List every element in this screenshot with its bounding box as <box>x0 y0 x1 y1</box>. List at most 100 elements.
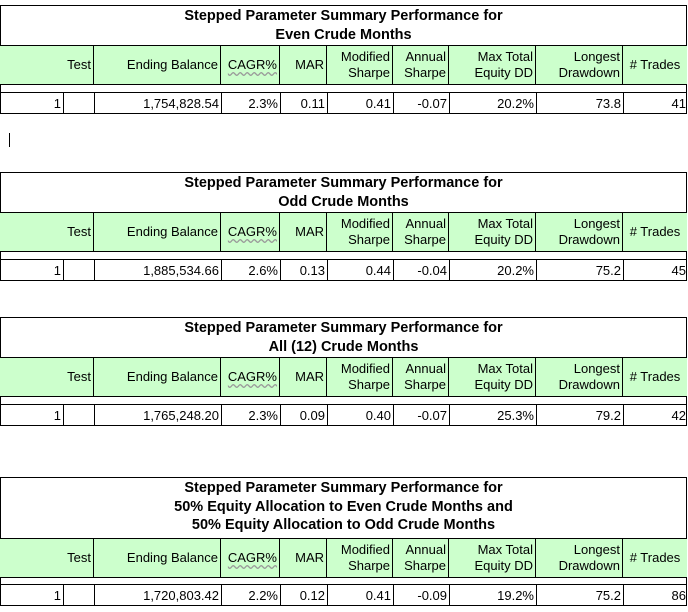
cell-modified-sharpe: 0.41 <box>327 93 393 113</box>
cell-max-dd: 25.3% <box>449 405 536 425</box>
table-1-spacer-right <box>686 85 687 92</box>
table-2-header-row: Test Ending Balance CAGR% MAR Modified Sh… <box>0 212 687 252</box>
header-mar: MAR <box>279 213 326 251</box>
table-4-title: Stepped Parameter Summary Performance fo… <box>0 479 687 535</box>
table-3-spacer-left <box>0 397 1 404</box>
header-trades: # Trades <box>622 539 687 577</box>
table-3-header-row: Test Ending Balance CAGR% MAR Modified Sh… <box>0 357 687 397</box>
table-2-title-line-1: Stepped Parameter Summary Performance fo… <box>184 175 503 191</box>
cell-trades: 86 <box>623 585 688 605</box>
header-test: Test <box>67 57 91 72</box>
table-1-data-row: 1 1,754,828.54 2.3% 0.11 0.41 -0.07 20.2… <box>0 92 687 114</box>
cell-mar: 0.13 <box>280 260 327 280</box>
header-annual-sharpe: Annual Sharpe <box>392 539 448 577</box>
cell-mar: 0.11 <box>280 93 327 113</box>
cell-annual-sharpe: -0.07 <box>393 93 449 113</box>
cell-trades: 41 <box>623 93 688 113</box>
header-mar: MAR <box>279 358 326 396</box>
header-cagr: CAGR% <box>220 46 279 84</box>
table-2-spacer-right <box>686 252 687 259</box>
header-modified-sharpe: Modified Sharpe <box>326 358 392 396</box>
table-1-header-row: Test Ending Balance CAGR% MAR Modified Sh… <box>0 45 687 85</box>
table-4-title-line-3: 50% Equity Allocation to Odd Crude Month… <box>191 517 496 533</box>
cell-mar: 0.09 <box>280 405 327 425</box>
header-test: Test <box>67 369 91 384</box>
cell-cagr: 2.2% <box>221 585 280 605</box>
cell-modified-sharpe: 0.44 <box>327 260 393 280</box>
cell-longest-dd: 73.8 <box>536 93 623 113</box>
header-trades: # Trades <box>622 358 687 396</box>
table-1-title-line-1: Stepped Parameter Summary Performance fo… <box>184 8 503 24</box>
cell-modified-sharpe: 0.40 <box>327 405 393 425</box>
header-max-total-equity-dd: Max Total Equity DD <box>448 213 535 251</box>
header-cagr: CAGR% <box>220 213 279 251</box>
table-3-title-line-1: Stepped Parameter Summary Performance fo… <box>184 320 503 336</box>
header-modified-sharpe: Modified Sharpe <box>326 539 392 577</box>
cell-test: 1 <box>53 587 61 603</box>
header-test: Test <box>67 224 91 239</box>
cell-ending-balance: 1,885,534.66 <box>94 260 221 280</box>
header-mar: MAR <box>279 539 326 577</box>
cell-max-dd: 20.2% <box>449 93 536 113</box>
cell-longest-dd: 75.2 <box>536 260 623 280</box>
header-longest-drawdown: Longest Drawdown <box>535 46 622 84</box>
header-annual-sharpe: Annual Sharpe <box>392 46 448 84</box>
cell-test: 1 <box>53 95 61 111</box>
cell-annual-sharpe: -0.07 <box>393 405 449 425</box>
cell-cagr: 2.6% <box>221 260 280 280</box>
table-4-title-line-1: Stepped Parameter Summary Performance fo… <box>184 480 503 496</box>
table-4-spacer-left <box>0 578 1 584</box>
cell-test: 1 <box>53 262 61 278</box>
header-annual-sharpe: Annual Sharpe <box>392 358 448 396</box>
cell-test: 1 <box>53 407 61 423</box>
cell-trades: 42 <box>623 405 688 425</box>
header-modified-sharpe: Modified Sharpe <box>326 46 392 84</box>
table-4-data-row: 1 1,720,803.42 2.2% 0.12 0.41 -0.09 19.2… <box>0 584 687 606</box>
header-trades: # Trades <box>622 46 687 84</box>
cell-blank <box>63 260 94 280</box>
cell-longest-dd: 75.2 <box>536 585 623 605</box>
cell-blank <box>63 585 94 605</box>
cell-blank <box>63 405 94 425</box>
table-4-title-line-2: 50% Equity Allocation to Even Crude Mont… <box>174 498 513 515</box>
cell-modified-sharpe: 0.41 <box>327 585 393 605</box>
table-1-title-line-2: Even Crude Months <box>275 26 412 43</box>
table-2-spacer-left <box>0 252 1 259</box>
table-1-spacer-left <box>0 85 1 92</box>
table-4-header-row: Test Ending Balance CAGR% MAR Modified Sh… <box>0 538 687 578</box>
header-ending-balance: Ending Balance <box>93 213 220 251</box>
cell-ending-balance: 1,720,803.42 <box>94 585 221 605</box>
cell-trades: 45 <box>623 260 688 280</box>
table-2-title: Stepped Parameter Summary Performance fo… <box>0 174 687 211</box>
cell-max-dd: 20.2% <box>449 260 536 280</box>
cell-ending-balance: 1,765,248.20 <box>94 405 221 425</box>
cell-max-dd: 19.2% <box>449 585 536 605</box>
cell-cagr: 2.3% <box>221 405 280 425</box>
table-4-spacer-right <box>686 578 687 584</box>
header-ending-balance: Ending Balance <box>93 46 220 84</box>
header-modified-sharpe: Modified Sharpe <box>326 213 392 251</box>
header-max-total-equity-dd: Max Total Equity DD <box>448 358 535 396</box>
cell-annual-sharpe: -0.04 <box>393 260 449 280</box>
header-trades: # Trades <box>622 213 687 251</box>
table-3-data-row: 1 1,765,248.20 2.3% 0.09 0.40 -0.07 25.3… <box>0 404 687 426</box>
header-ending-balance: Ending Balance <box>93 358 220 396</box>
cell-ending-balance: 1,754,828.54 <box>94 93 221 113</box>
header-annual-sharpe: Annual Sharpe <box>392 213 448 251</box>
table-2-data-row: 1 1,885,534.66 2.6% 0.13 0.44 -0.04 20.2… <box>0 259 687 281</box>
table-2-title-line-2: Odd Crude Months <box>278 193 409 210</box>
header-mar: MAR <box>279 46 326 84</box>
header-test: Test <box>67 550 91 565</box>
header-longest-drawdown: Longest Drawdown <box>535 539 622 577</box>
table-3-title: Stepped Parameter Summary Performance fo… <box>0 319 687 356</box>
header-max-total-equity-dd: Max Total Equity DD <box>448 539 535 577</box>
text-cursor-icon <box>9 133 10 147</box>
cell-annual-sharpe: -0.09 <box>393 585 449 605</box>
table-1-title: Stepped Parameter Summary Performance fo… <box>0 7 687 44</box>
cell-blank <box>63 93 94 113</box>
header-ending-balance: Ending Balance <box>93 539 220 577</box>
header-max-total-equity-dd: Max Total Equity DD <box>448 46 535 84</box>
cell-mar: 0.12 <box>280 585 327 605</box>
header-longest-drawdown: Longest Drawdown <box>535 213 622 251</box>
header-longest-drawdown: Longest Drawdown <box>535 358 622 396</box>
